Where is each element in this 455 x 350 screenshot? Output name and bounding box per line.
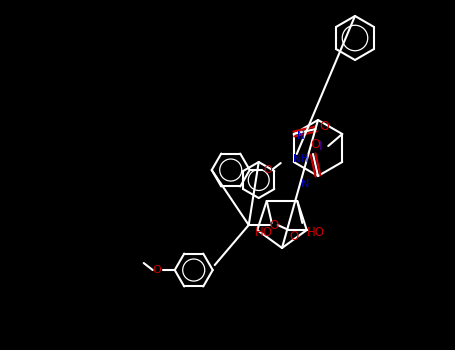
Text: O: O (310, 139, 320, 152)
Text: HO: HO (307, 226, 325, 239)
Text: N: N (297, 131, 305, 141)
Text: N: N (301, 179, 309, 189)
Text: HO: HO (255, 226, 273, 239)
Text: O: O (152, 265, 161, 275)
Text: O: O (290, 230, 299, 243)
Text: I: I (318, 140, 322, 153)
Text: NH: NH (293, 154, 308, 164)
Text: O: O (263, 165, 272, 175)
Text: O: O (319, 120, 329, 133)
Text: O: O (269, 218, 278, 232)
